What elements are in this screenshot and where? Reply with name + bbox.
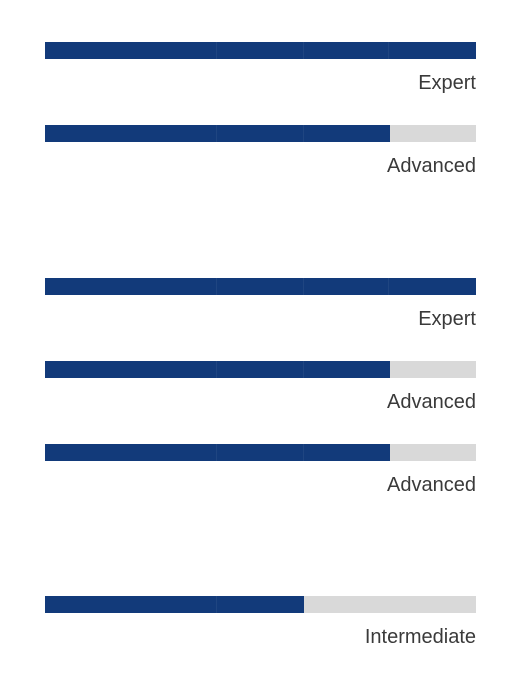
bar-segment-divider (216, 596, 217, 613)
skill-level-group: Expert (45, 278, 476, 330)
skill-progress-fill (45, 125, 390, 142)
bar-segment-divider (216, 278, 217, 295)
skill-progress-bar (45, 42, 476, 59)
skill-level-label: Intermediate (364, 626, 476, 648)
skill-level-label: Advanced (387, 474, 476, 496)
bar-segment-divider (216, 444, 217, 461)
skill-level-label: Expert (418, 72, 476, 94)
skill-level-label: Advanced (387, 155, 476, 177)
skill-progress-bar (45, 444, 476, 461)
bar-segment-divider (303, 42, 304, 59)
skill-level-group: Advanced (45, 125, 476, 177)
bar-segment-divider (216, 42, 217, 59)
skill-progress-bar (45, 596, 476, 613)
skill-level-label: Advanced (387, 391, 476, 413)
bar-segment-divider (303, 361, 304, 378)
bar-segment-divider (216, 125, 217, 142)
bar-segment-divider (303, 444, 304, 461)
skill-progress-bar (45, 125, 476, 142)
bar-segment-divider (388, 42, 389, 59)
skill-level-group: Advanced (45, 444, 476, 496)
skill-progress-fill (45, 361, 390, 378)
skill-level-group: Advanced (45, 361, 476, 413)
skill-progress-fill (45, 278, 476, 295)
skill-progress-bar (45, 361, 476, 378)
bar-segment-divider (216, 361, 217, 378)
skill-progress-fill (45, 444, 390, 461)
bar-segment-divider (388, 278, 389, 295)
bar-segment-divider (303, 278, 304, 295)
skill-progress-fill (45, 596, 304, 613)
skill-progress-fill (45, 42, 476, 59)
skill-level-group: Expert (45, 42, 476, 94)
skill-progress-bar (45, 278, 476, 295)
skill-level-label: Expert (418, 308, 476, 330)
skill-level-group: Intermediate (45, 596, 476, 648)
bar-segment-divider (303, 125, 304, 142)
